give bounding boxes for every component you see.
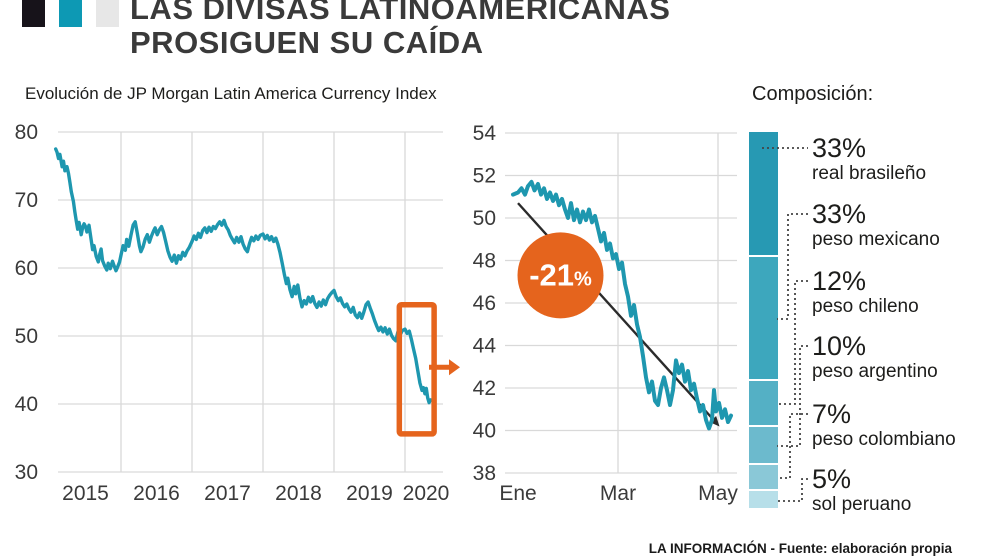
index-line-2015-2020 xyxy=(54,147,433,405)
y-axis-tick-right: 40 xyxy=(473,420,496,443)
composition-item: 7% peso colombiano xyxy=(812,399,990,451)
y-axis-tick-right: 44 xyxy=(473,335,497,358)
composition-item: 10% peso argentino xyxy=(812,331,990,383)
composition-segment-peso-chileno xyxy=(749,381,778,425)
y-axis-tick-left: 70 xyxy=(15,189,38,212)
composition-percent: 33% xyxy=(812,199,867,229)
legend-square-gray xyxy=(96,0,119,27)
x-axis-tick-right: May xyxy=(698,482,738,505)
legend-square-teal xyxy=(59,0,82,27)
composition-item: 12% peso chileno xyxy=(812,266,990,318)
x-axis-tick-right: Ene xyxy=(499,482,536,505)
change-badge-circle xyxy=(517,232,604,319)
y-axis-tick-right: 46 xyxy=(473,292,496,315)
composition-stacked-bar xyxy=(749,132,778,510)
composition-segment-peso-argentino xyxy=(749,426,778,463)
composition-currency-name: sol peruano xyxy=(812,494,912,515)
composition-segment-peso-colombiano xyxy=(749,464,778,490)
y-axis-tick-left: 60 xyxy=(15,257,38,280)
source-credit: LA INFORMACIÓN - Fuente: elaboración pro… xyxy=(648,541,952,556)
composition-item: 33% peso mexicano xyxy=(812,199,990,251)
y-axis-tick-right: 48 xyxy=(473,250,496,273)
composition-connector xyxy=(777,280,808,405)
composition-connector xyxy=(777,213,808,320)
trend-arrow-head xyxy=(709,415,720,427)
chart-subtitle: Evolución de JP Morgan Latin America Cur… xyxy=(25,84,437,103)
composition-segment-sol-peruano xyxy=(749,491,778,508)
composition-currency-name: peso argentino xyxy=(812,361,938,382)
composition-heading: Composición: xyxy=(752,83,874,105)
composition-connector xyxy=(777,413,808,479)
x-axis-tick-left: 2016 xyxy=(133,482,180,505)
composition-percent: 5% xyxy=(812,464,852,494)
composition-percent: 7% xyxy=(812,399,852,429)
composition-item: 33% real brasileño xyxy=(812,133,990,185)
x-axis-tick-left: 2019 xyxy=(346,482,393,505)
composition-currency-name: peso chileno xyxy=(812,296,919,317)
change-badge-label: -21% xyxy=(529,257,592,292)
index-line-2020-detail xyxy=(511,179,733,431)
composition-segment-real-brasileño xyxy=(749,132,778,255)
page-title: LAS DIVISAS LATINOAMERICANAS PROSIGUEN S… xyxy=(130,0,670,60)
legend-square-black xyxy=(22,0,45,27)
x-axis-tick-left: 2018 xyxy=(275,482,322,505)
title-line-1: LAS DIVISAS LATINOAMERICANAS xyxy=(130,0,671,26)
x-axis-tick-right: Mar xyxy=(600,482,636,505)
y-axis-tick-right: 42 xyxy=(473,377,496,400)
y-axis-tick-left: 80 xyxy=(15,121,38,144)
y-axis-tick-right: 54 xyxy=(473,122,497,145)
composition-currency-name: peso mexicano xyxy=(812,229,940,250)
title-line-2: PROSIGUEN SU CAÍDA xyxy=(130,25,484,60)
x-axis-tick-left: 2017 xyxy=(204,482,251,505)
x-axis-tick-left: 2020 xyxy=(403,482,450,505)
composition-connector xyxy=(777,478,808,502)
composition-connector xyxy=(777,345,808,447)
zoom-arrow-head xyxy=(449,359,460,376)
y-axis-tick-right: 38 xyxy=(473,462,496,485)
composition-percent: 12% xyxy=(812,266,867,296)
composition-currency-name: real brasileño xyxy=(812,163,927,184)
composition-item: 5% sol peruano xyxy=(812,464,990,516)
composition-percent: 33% xyxy=(812,133,867,163)
composition-percent: 10% xyxy=(812,331,867,361)
composition-segment-peso-mexicano xyxy=(749,256,778,380)
y-axis-tick-left: 30 xyxy=(15,461,38,484)
y-axis-tick-right: 50 xyxy=(473,207,496,230)
y-axis-tick-left: 40 xyxy=(15,393,38,416)
y-axis-tick-right: 52 xyxy=(473,165,496,188)
x-axis-tick-left: 2015 xyxy=(62,482,109,505)
composition-currency-name: peso colombiano xyxy=(812,429,956,450)
y-axis-tick-left: 50 xyxy=(15,325,38,348)
